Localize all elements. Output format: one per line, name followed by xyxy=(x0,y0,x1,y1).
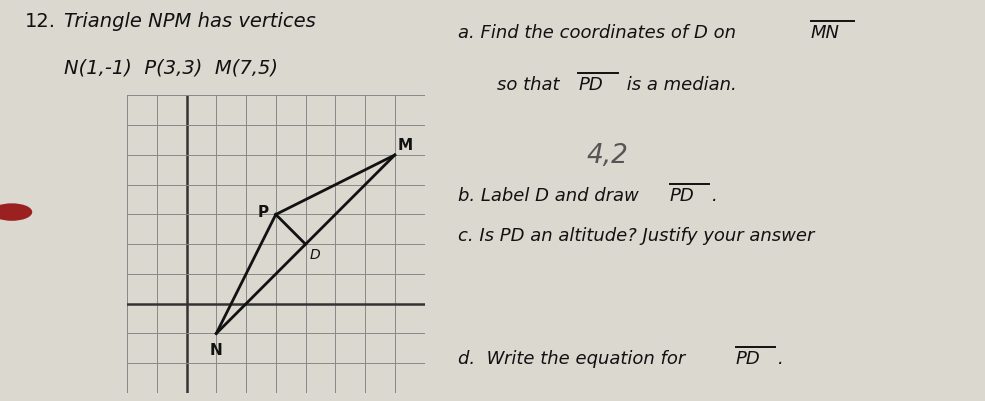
Text: N(1,-1)  P(3,3)  M(7,5): N(1,-1) P(3,3) M(7,5) xyxy=(64,58,278,77)
Text: a. Find the coordinates of D on: a. Find the coordinates of D on xyxy=(458,24,742,42)
Text: d.  Write the equation for: d. Write the equation for xyxy=(458,349,691,367)
Text: M: M xyxy=(398,138,413,153)
Text: PD: PD xyxy=(670,186,694,205)
Text: b. Label D and draw: b. Label D and draw xyxy=(458,186,644,205)
Text: 4,2: 4,2 xyxy=(586,142,628,168)
Text: so that: so that xyxy=(497,76,565,94)
Text: 12.: 12. xyxy=(25,12,55,31)
Text: PD: PD xyxy=(736,349,760,367)
Text: c. Is PD an altitude? Justify your answer: c. Is PD an altitude? Justify your answe… xyxy=(458,227,815,245)
Text: MN: MN xyxy=(811,24,839,42)
Text: Triangle NPM has vertices: Triangle NPM has vertices xyxy=(64,12,316,31)
Text: P: P xyxy=(257,205,268,219)
Text: D: D xyxy=(310,247,321,261)
Text: is a median.: is a median. xyxy=(621,76,737,94)
Text: .: . xyxy=(778,349,784,367)
Text: N: N xyxy=(210,342,223,358)
Text: .: . xyxy=(712,186,718,205)
Text: PD: PD xyxy=(578,76,603,94)
